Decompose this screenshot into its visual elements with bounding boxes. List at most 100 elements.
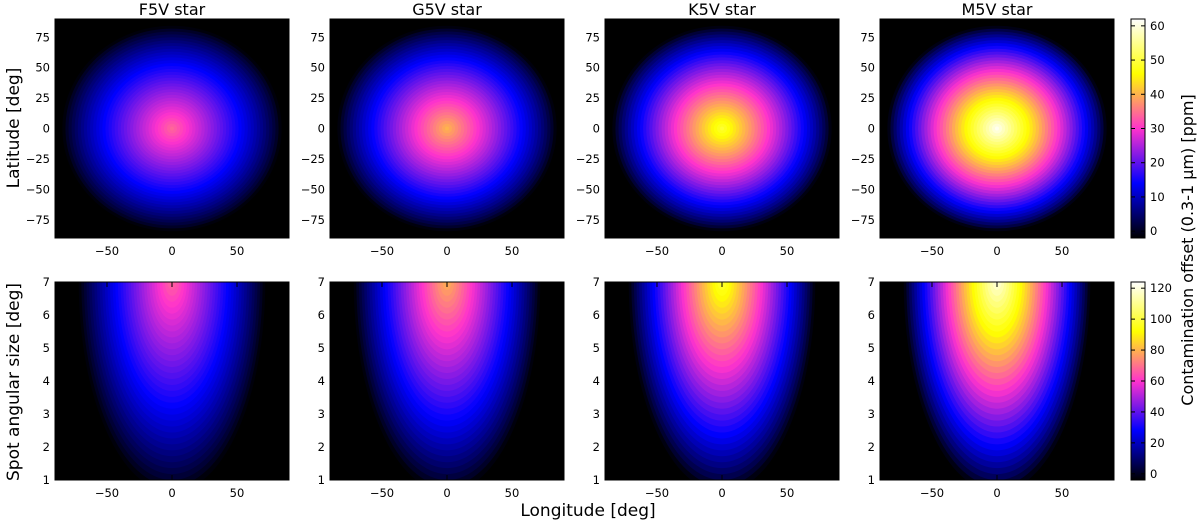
y-tick-label: −75 xyxy=(576,213,600,227)
x-tick-label: −50 xyxy=(370,486,394,500)
panel-4: −50 0 50 −75 −50 −25 0 25 50 75 M5V star xyxy=(851,0,1115,258)
colorbars: 0 10 20 30 40 50 60 0 20 40 60 80 100 120 xyxy=(1130,18,1172,481)
x-tick-label: 0 xyxy=(993,244,1000,258)
x-tick-label: 50 xyxy=(230,244,245,258)
heat-contour xyxy=(995,126,999,131)
heat-field xyxy=(612,25,832,232)
x-tick-label: −50 xyxy=(920,486,944,500)
colorbar-tick-label: 10 xyxy=(1150,190,1165,204)
y-tick-label: 7 xyxy=(593,275,600,289)
colorbar-tick-label: 20 xyxy=(1150,156,1165,170)
x-tick-label: 0 xyxy=(718,244,725,258)
panel-2: −50 0 50 −75 −50 −25 0 25 50 75 G5V star xyxy=(301,0,565,258)
x-tick-label: 50 xyxy=(230,486,245,500)
y-tick-label: −25 xyxy=(576,152,600,166)
y-axis-label-top: Latitude [deg] xyxy=(4,68,24,189)
panel-8: −50 0 50 1 2 3 4 5 6 7 xyxy=(868,275,1115,500)
y-tick-label: 7 xyxy=(868,275,875,289)
x-tick-label: −50 xyxy=(645,244,669,258)
panel-title: K5V star xyxy=(688,0,756,19)
heat-field xyxy=(353,282,541,480)
heat-contour xyxy=(445,126,449,131)
panel-title: M5V star xyxy=(961,0,1032,19)
colorbar-tick-label: 30 xyxy=(1150,122,1165,136)
colorbar-bottom: 0 20 40 60 80 100 120 xyxy=(1130,281,1172,481)
y-tick-label: 25 xyxy=(310,91,325,105)
y-tick-label: 3 xyxy=(868,407,875,421)
y-tick-label: 4 xyxy=(868,374,875,388)
panel-title: G5V star xyxy=(412,0,482,19)
y-tick-label: 2 xyxy=(43,440,50,454)
y-tick-label: 50 xyxy=(35,61,50,75)
y-tick-label: −75 xyxy=(851,213,875,227)
panel-5: −50 0 50 1 2 3 4 5 6 7 xyxy=(43,275,290,500)
y-tick-label: −50 xyxy=(26,182,50,196)
y-tick-label: −50 xyxy=(301,182,325,196)
y-tick-label: 0 xyxy=(868,122,875,136)
panel-7: −50 0 50 1 2 3 4 5 6 7 xyxy=(593,275,840,500)
y-tick-label: 5 xyxy=(868,341,875,355)
x-tick-label: 50 xyxy=(1055,486,1070,500)
y-tick-label: 0 xyxy=(43,122,50,136)
y-tick-label: 5 xyxy=(43,341,50,355)
heat-field xyxy=(903,282,1091,480)
x-tick-label: −50 xyxy=(920,244,944,258)
colorbar-tick-label: 60 xyxy=(1150,374,1165,388)
y-tick-label: 1 xyxy=(43,473,50,487)
heat-field xyxy=(337,25,557,232)
y-tick-label: 50 xyxy=(310,61,325,75)
x-axis-label: Longitude [deg] xyxy=(520,501,655,521)
y-tick-label: 6 xyxy=(43,308,50,322)
x-tick-label: 50 xyxy=(780,244,795,258)
y-tick-label: 75 xyxy=(585,30,600,44)
y-tick-label: 5 xyxy=(318,341,325,355)
y-tick-label: 75 xyxy=(310,30,325,44)
y-tick-label: 0 xyxy=(318,122,325,136)
x-tick-label: 0 xyxy=(443,244,450,258)
y-tick-label: 1 xyxy=(593,473,600,487)
heat-field xyxy=(628,282,816,480)
heat-contour xyxy=(720,126,724,131)
y-tick-label: 4 xyxy=(43,374,50,388)
colorbar-top: 0 10 20 30 40 50 60 xyxy=(1130,18,1165,239)
y-tick-label: 2 xyxy=(868,440,875,454)
x-tick-label: −50 xyxy=(370,244,394,258)
x-tick-label: 0 xyxy=(993,486,1000,500)
x-tick-label: 50 xyxy=(505,244,520,258)
y-tick-label: −50 xyxy=(851,182,875,196)
heat-field xyxy=(62,25,282,232)
x-tick-label: 50 xyxy=(1055,244,1070,258)
y-tick-label: 3 xyxy=(593,407,600,421)
colorbar-tick-label: 60 xyxy=(1150,19,1165,33)
y-tick-label: 75 xyxy=(860,30,875,44)
colorbar-tick-label: 80 xyxy=(1150,343,1165,357)
y-tick-label: 7 xyxy=(318,275,325,289)
x-tick-label: 0 xyxy=(718,486,725,500)
y-tick-label: 7 xyxy=(43,275,50,289)
x-tick-label: 50 xyxy=(505,486,520,500)
x-tick-label: 0 xyxy=(168,486,175,500)
y-tick-label: −25 xyxy=(301,152,325,166)
colorbar-tick-label: 50 xyxy=(1150,53,1165,67)
heat-contour xyxy=(170,126,174,131)
y-tick-label: −25 xyxy=(851,152,875,166)
y-tick-label: 6 xyxy=(593,308,600,322)
y-tick-label: 0 xyxy=(593,122,600,136)
y-tick-label: 3 xyxy=(318,407,325,421)
x-tick-label: 50 xyxy=(780,486,795,500)
y-tick-label: 2 xyxy=(593,440,600,454)
colorbar-tick-label: 120 xyxy=(1150,281,1172,295)
panel-3: −50 0 50 −75 −50 −25 0 25 50 75 K5V star xyxy=(576,0,840,258)
colorbar-label: Contamination offset (0.3-1 μm) [ppm] xyxy=(1178,94,1197,405)
y-tick-label: 4 xyxy=(318,374,325,388)
y-tick-label: −25 xyxy=(26,152,50,166)
x-tick-label: 0 xyxy=(443,486,450,500)
y-tick-label: 1 xyxy=(868,473,875,487)
x-tick-label: 0 xyxy=(168,244,175,258)
x-tick-label: −50 xyxy=(95,486,119,500)
y-tick-label: −75 xyxy=(26,213,50,227)
panel-6: −50 0 50 1 2 3 4 5 6 7 xyxy=(318,275,565,500)
colorbar-tick-label: 100 xyxy=(1150,312,1172,326)
